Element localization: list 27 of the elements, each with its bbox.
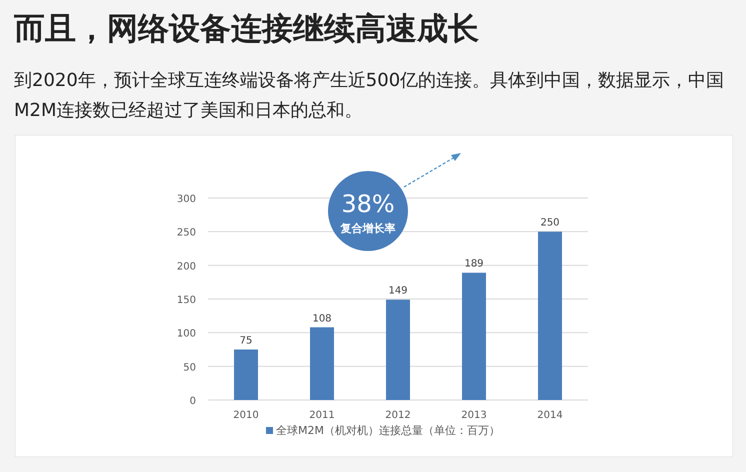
y-tick-label: 150 — [176, 295, 196, 306]
y-tick-label: 100 — [176, 328, 196, 340]
x-tick-label: 2013 — [461, 410, 487, 421]
x-tick-label: 2011 — [309, 410, 335, 421]
y-tick-label: 250 — [176, 228, 196, 239]
x-tick-label: 2010 — [233, 410, 259, 421]
bar — [386, 300, 410, 400]
bar — [234, 350, 258, 400]
data-label: 149 — [388, 286, 408, 297]
y-tick-label: 0 — [190, 396, 196, 407]
bar — [462, 272, 486, 400]
chart-subtitle: 到2020年，预计全球互连终端设备将产生近500亿的连接。具体到中国，数据显示，中国M2M连接数已经超过了美国和日本的总和。 — [14, 69, 726, 123]
y-tick-label: 300 — [176, 194, 196, 205]
x-tick-label: 2012 — [385, 410, 411, 421]
data-label: 75 — [240, 336, 252, 346]
chart-title: 而且，网络设备连接继续高速成长 — [14, 10, 479, 49]
y-tick-label: 200 — [176, 261, 196, 272]
annotation: 38% — [341, 190, 395, 218]
data-label: 250 — [540, 218, 560, 229]
y-tick-label: 50 — [183, 362, 196, 374]
data-label: 108 — [312, 313, 332, 324]
bar — [538, 232, 562, 400]
annotation: 复合增长率 — [340, 222, 396, 235]
legend-label: 全球M2M（机对机）连接总量（单位：百万） — [276, 424, 500, 437]
bar — [310, 327, 334, 400]
x-tick-label: 2014 — [537, 410, 563, 421]
data-label: 189 — [464, 258, 484, 270]
